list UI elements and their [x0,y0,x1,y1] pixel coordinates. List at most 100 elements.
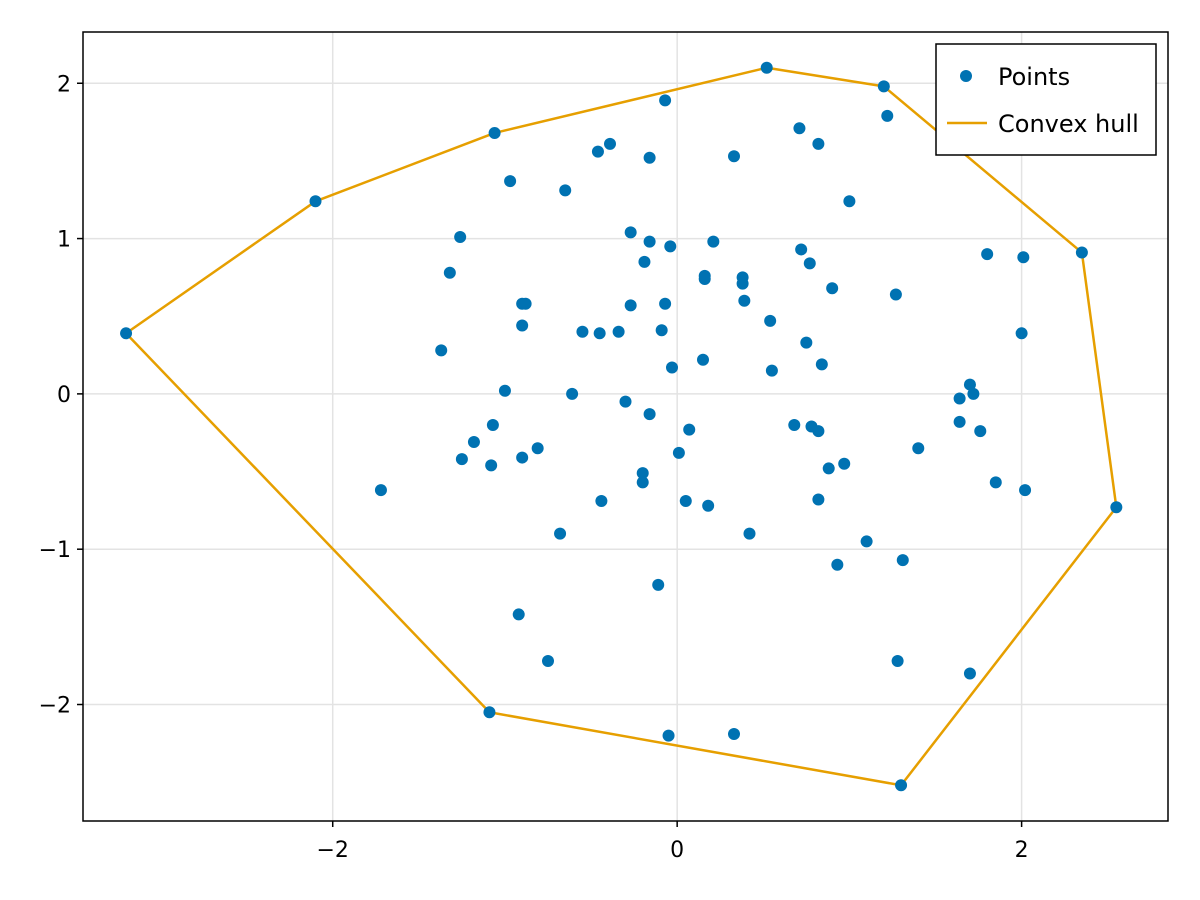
x-tick-label: 0 [670,838,684,863]
scatter-point [843,195,856,208]
x-tick-label: 2 [1015,838,1029,863]
scatter-point [485,459,498,472]
scatter-point [636,467,649,480]
scatter-point [652,578,665,591]
scatter-point [831,558,844,571]
scatter-point [638,255,651,268]
scatter-point [1019,484,1032,497]
scatter-point [826,282,839,295]
scatter-point [542,655,554,668]
scatter-point [554,527,567,540]
scatter-point [812,137,825,150]
y-tick-label: −1 [39,538,71,563]
scatter-point [659,297,672,310]
scatter-point [624,226,637,239]
scatter-point [765,364,778,377]
scatter-point [1110,501,1123,514]
scatter-point [743,527,756,540]
scatter-point [764,314,777,327]
scatter-point [624,299,637,312]
scatter-point [593,327,606,340]
scatter-point [498,384,511,397]
scatter-point [953,415,966,428]
scatter-point [788,418,801,431]
scatter-point [486,418,499,431]
scatter-point [698,272,711,285]
scatter-point [666,361,678,374]
scatter-point [488,126,501,139]
scatter-point [967,387,980,400]
scatter-point [516,319,529,332]
scatter-point [664,240,677,253]
scatter-point [738,294,751,307]
y-tick-label: 0 [57,383,71,408]
scatter-point [519,297,532,310]
scatter-point [953,392,966,405]
scatter-point [435,344,448,357]
scatter-point [877,80,890,93]
y-tick-label: 1 [57,228,71,253]
scatter-point [679,495,692,508]
scatter-point [643,151,656,164]
scatter-point [974,425,987,438]
scatter-point [963,667,976,680]
scatter-point [454,231,467,244]
scatter-point [504,175,517,188]
scatter-point [707,235,720,248]
scatter-point [1075,246,1088,259]
scatter-point [895,779,908,792]
scatter-point [309,195,322,208]
scatter-point [512,608,525,621]
scatter-point [516,451,529,464]
scatter-point [643,235,656,248]
scatter-point [659,94,672,107]
scatter-point [612,325,625,338]
scatter-point [697,353,709,366]
scatter-point [576,325,589,338]
legend-box [935,43,1157,156]
scatter-point [483,706,496,719]
legend-hull-label: Convex hull [998,110,1139,138]
scatter-point [812,493,825,506]
scatter-point [989,476,1002,489]
convex-hull-line [125,66,1118,787]
y-tick-label: 2 [57,72,71,97]
legend: Points Convex hull [935,43,1157,156]
scatter-point [889,288,902,301]
scatter-point [728,728,740,741]
scatter-point [815,358,828,371]
scatter-point [912,442,925,455]
scatter-point [891,655,904,668]
scatter-point [1015,327,1028,340]
scatter-point [531,442,544,455]
points-layer [120,61,1123,792]
scatter-point [662,729,675,742]
scatter-point [1017,251,1030,264]
scatter-point [881,109,894,122]
scatter-point [702,499,715,512]
x-tick-label: −2 [317,838,349,863]
scatter-point [559,184,572,197]
plot-frame [82,31,1169,822]
scatter-point [838,457,851,470]
scatter-point [595,495,608,508]
scatter-point [604,137,616,150]
axes-layer: −2 0 2 −2 −1 0 1 2 [39,31,1169,863]
scatter-point [795,243,808,256]
scatter-point [467,436,480,449]
scatter-point [636,476,649,489]
scatter-point [683,423,696,436]
scatter-point [120,327,133,340]
scatter-point [963,378,976,391]
scatter-point [566,387,579,400]
legend-points-label: Points [998,63,1070,91]
scatter-point [672,446,685,459]
scatter-point [760,61,773,74]
scatter-point [981,248,994,261]
scatter-point [822,462,835,475]
hull-layer [125,66,1118,787]
scatter-point [860,535,873,548]
scatter-point [793,122,806,135]
scatter-point [643,408,656,421]
scatter-point [728,150,740,163]
